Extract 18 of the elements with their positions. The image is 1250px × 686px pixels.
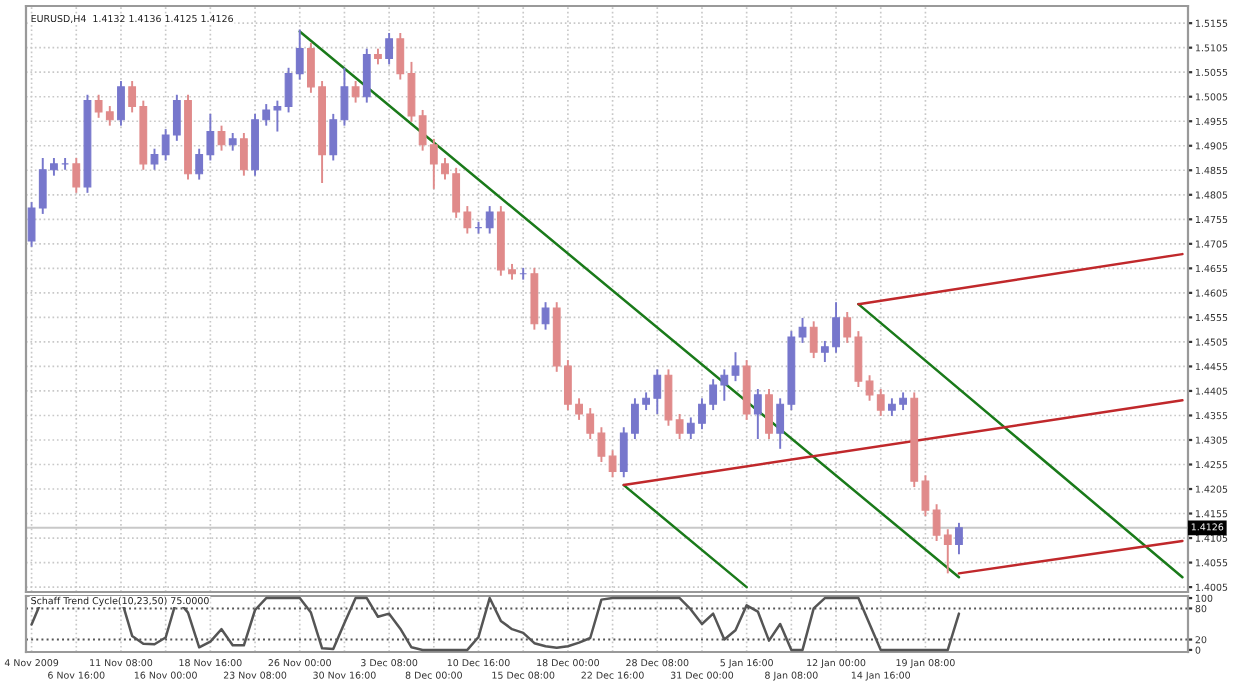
- candlestick: [72, 157, 81, 194]
- candlestick: [362, 47, 371, 104]
- candlestick: [150, 147, 159, 171]
- candlestick: [955, 521, 963, 556]
- candlestick: [809, 320, 818, 360]
- candlestick: [765, 388, 773, 440]
- candlestick: [664, 368, 673, 427]
- candlestick: [117, 80, 125, 127]
- candlestick: [485, 205, 494, 235]
- candlestick: [217, 124, 226, 152]
- candlestick: [541, 301, 550, 331]
- candlestick: [239, 132, 248, 177]
- candlestick: [385, 32, 394, 66]
- candlestick: [753, 388, 762, 440]
- candlestick: [351, 80, 360, 104]
- candlestick: [798, 316, 807, 344]
- candlestick: [675, 413, 684, 440]
- candlestick: [608, 449, 617, 479]
